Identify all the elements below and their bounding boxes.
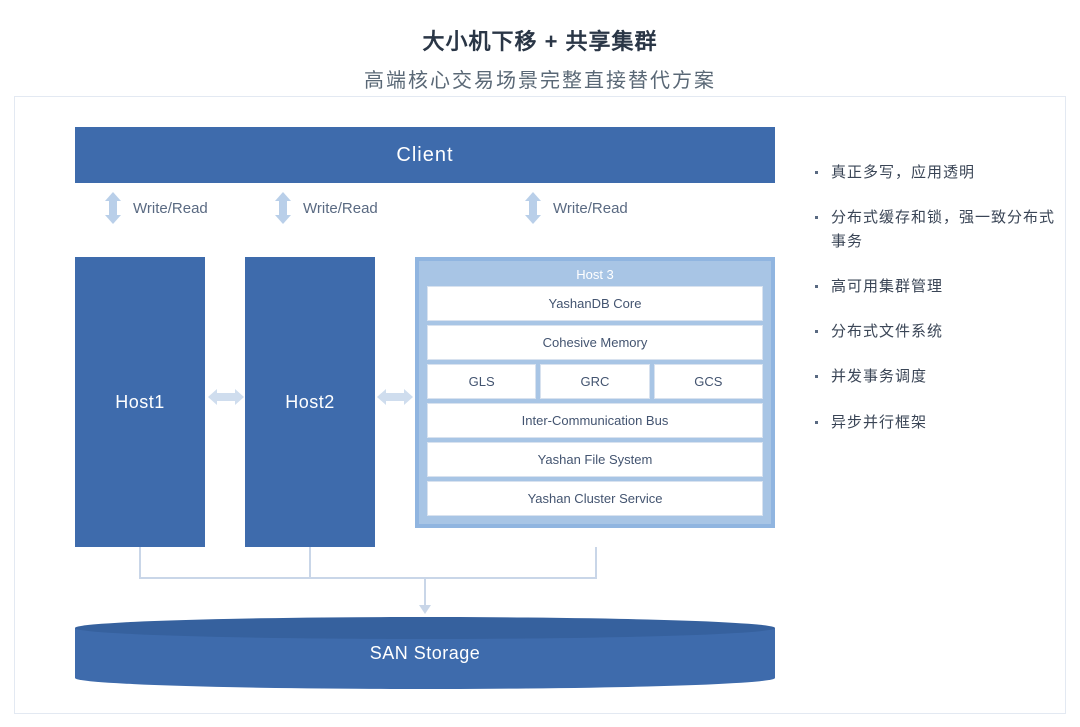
stack-grc: GRC [540, 364, 649, 399]
storage-label: SAN Storage [370, 643, 481, 664]
stack-gcs: GCS [654, 364, 763, 399]
feature-item: 真正多写，应用透明 [815, 161, 1055, 184]
title-block: 大小机下移 + 共享集群 高端核心交易场景完整直接替代方案 [0, 0, 1080, 93]
stack-tri-row: GLS GRC GCS [427, 364, 763, 399]
storage-top-ellipse [75, 617, 775, 639]
client-label: Client [396, 144, 453, 167]
host2-label: Host2 [285, 392, 335, 413]
bi-arrow-horizontal-2 [378, 389, 412, 405]
host2-box: Host2 [245, 257, 375, 547]
wr-label-3: Write/Read [553, 200, 628, 217]
stack-inter-comm-bus: Inter-Communication Bus [427, 403, 763, 438]
feature-item: 分布式缓存和锁，强一致分布式事务 [815, 206, 1055, 253]
conn-arrowhead [419, 605, 431, 614]
feature-item: 异步并行框架 [815, 411, 1055, 434]
conn-drop-2 [309, 547, 311, 577]
feature-list: 真正多写，应用透明 分布式缓存和锁，强一致分布式事务 高可用集群管理 分布式文件… [815, 161, 1055, 456]
stack-yashan-fs: Yashan File System [427, 442, 763, 477]
bi-arrow-vertical-2 [275, 193, 291, 223]
bi-arrow-vertical-3 [525, 193, 541, 223]
conn-bus [139, 577, 597, 579]
wr-label-1: Write/Read [133, 200, 208, 217]
title-sub: 高端核心交易场景完整直接替代方案 [0, 64, 1080, 93]
stack-cohesive-memory: Cohesive Memory [427, 325, 763, 360]
host1-label: Host1 [115, 392, 165, 413]
stack-gls: GLS [427, 364, 536, 399]
feature-item: 并发事务调度 [815, 365, 1055, 388]
host3-title: Host 3 [427, 267, 763, 282]
stack-yashandb-core: YashanDB Core [427, 286, 763, 321]
feature-item: 分布式文件系统 [815, 320, 1055, 343]
architecture-diagram: Client Write/Read Write/Read [75, 127, 775, 687]
conn-drop-3 [595, 547, 597, 577]
host3-box: Host 3 YashanDB Core Cohesive Memory GLS… [415, 257, 775, 528]
host1-box: Host1 [75, 257, 205, 547]
bi-arrow-vertical-1 [105, 193, 121, 223]
conn-down [424, 577, 426, 607]
client-box: Client [75, 127, 775, 183]
diagram-frame: Client Write/Read Write/Read [14, 96, 1066, 714]
san-storage: SAN Storage [75, 617, 775, 689]
feature-item: 高可用集群管理 [815, 275, 1055, 298]
title-main: 大小机下移 + 共享集群 [0, 24, 1080, 56]
conn-drop-1 [139, 547, 141, 577]
wr-label-2: Write/Read [303, 200, 378, 217]
bi-arrow-horizontal-1 [209, 389, 243, 405]
stack-yashan-cluster: Yashan Cluster Service [427, 481, 763, 516]
